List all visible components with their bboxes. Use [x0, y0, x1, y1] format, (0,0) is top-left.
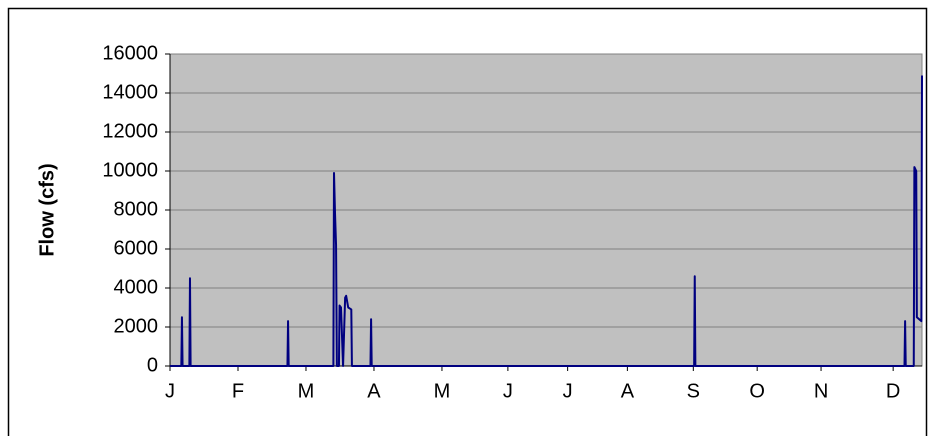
y-tick-label: 14000 [102, 81, 158, 103]
x-tick-label: M [298, 380, 315, 402]
x-tick-label: O [749, 380, 765, 402]
x-tick-label: A [367, 380, 381, 402]
x-tick-label: D [886, 380, 900, 402]
flow-line [170, 75, 923, 367]
y-axis-label: Flow (cfs) [36, 163, 58, 256]
y-tick-label: 16000 [102, 42, 158, 64]
x-tick-label: A [621, 380, 635, 402]
x-tick-label: J [165, 380, 175, 402]
x-tick-label: N [814, 380, 828, 402]
x-tick-label: F [232, 380, 244, 402]
y-tick-label: 6000 [114, 237, 159, 259]
x-tick-label: S [687, 380, 700, 402]
x-tick-label: M [434, 380, 451, 402]
y-tick-label: 0 [147, 354, 158, 376]
y-tick-label: 4000 [114, 276, 159, 298]
x-tick-label: J [503, 380, 513, 402]
y-tick-label: 12000 [102, 120, 158, 142]
y-tick-label: 10000 [102, 159, 158, 181]
y-tick-label: 2000 [114, 315, 159, 337]
x-tick-label: J [563, 380, 573, 402]
y-tick-label: 8000 [114, 198, 159, 220]
